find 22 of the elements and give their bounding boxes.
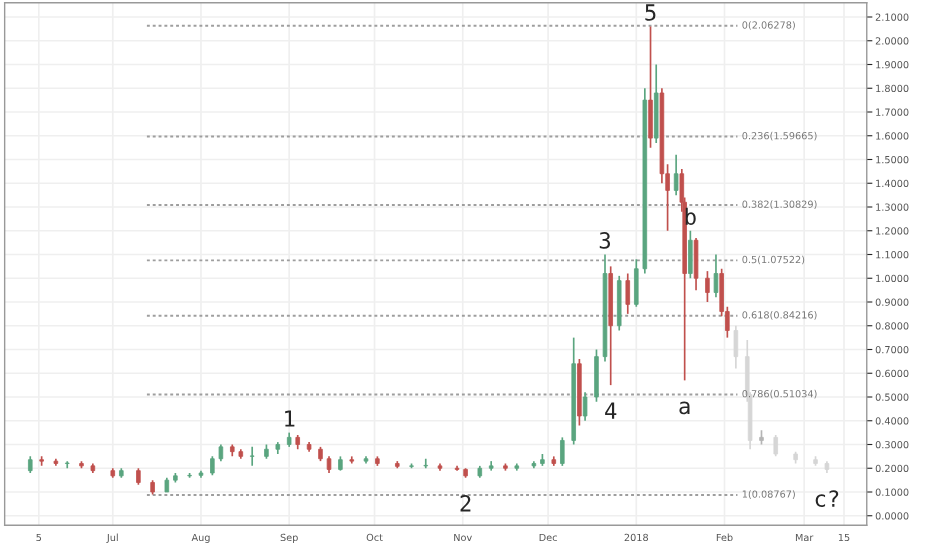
candlestick [673,153,679,196]
candlestick [594,348,599,403]
candlestick [705,270,710,303]
candlestick [653,63,659,144]
candlestick [582,391,588,422]
annotation: 1 [285,410,295,427]
candlestick [713,253,719,299]
candlestick [693,237,699,291]
annotation: c? [815,490,839,507]
candlestick [773,434,778,458]
annotation: a [679,401,690,415]
candlestick [688,229,693,280]
annotation: 4 [605,402,617,419]
candlestick [616,275,622,332]
candlestick [625,272,631,315]
candlestick [249,446,255,467]
annotation: 3 [599,232,611,249]
candlestick [560,436,565,467]
candlestick [648,25,653,149]
candlestick [733,324,739,370]
annotation: 2 [460,494,471,512]
annotation: 5 [645,4,656,21]
